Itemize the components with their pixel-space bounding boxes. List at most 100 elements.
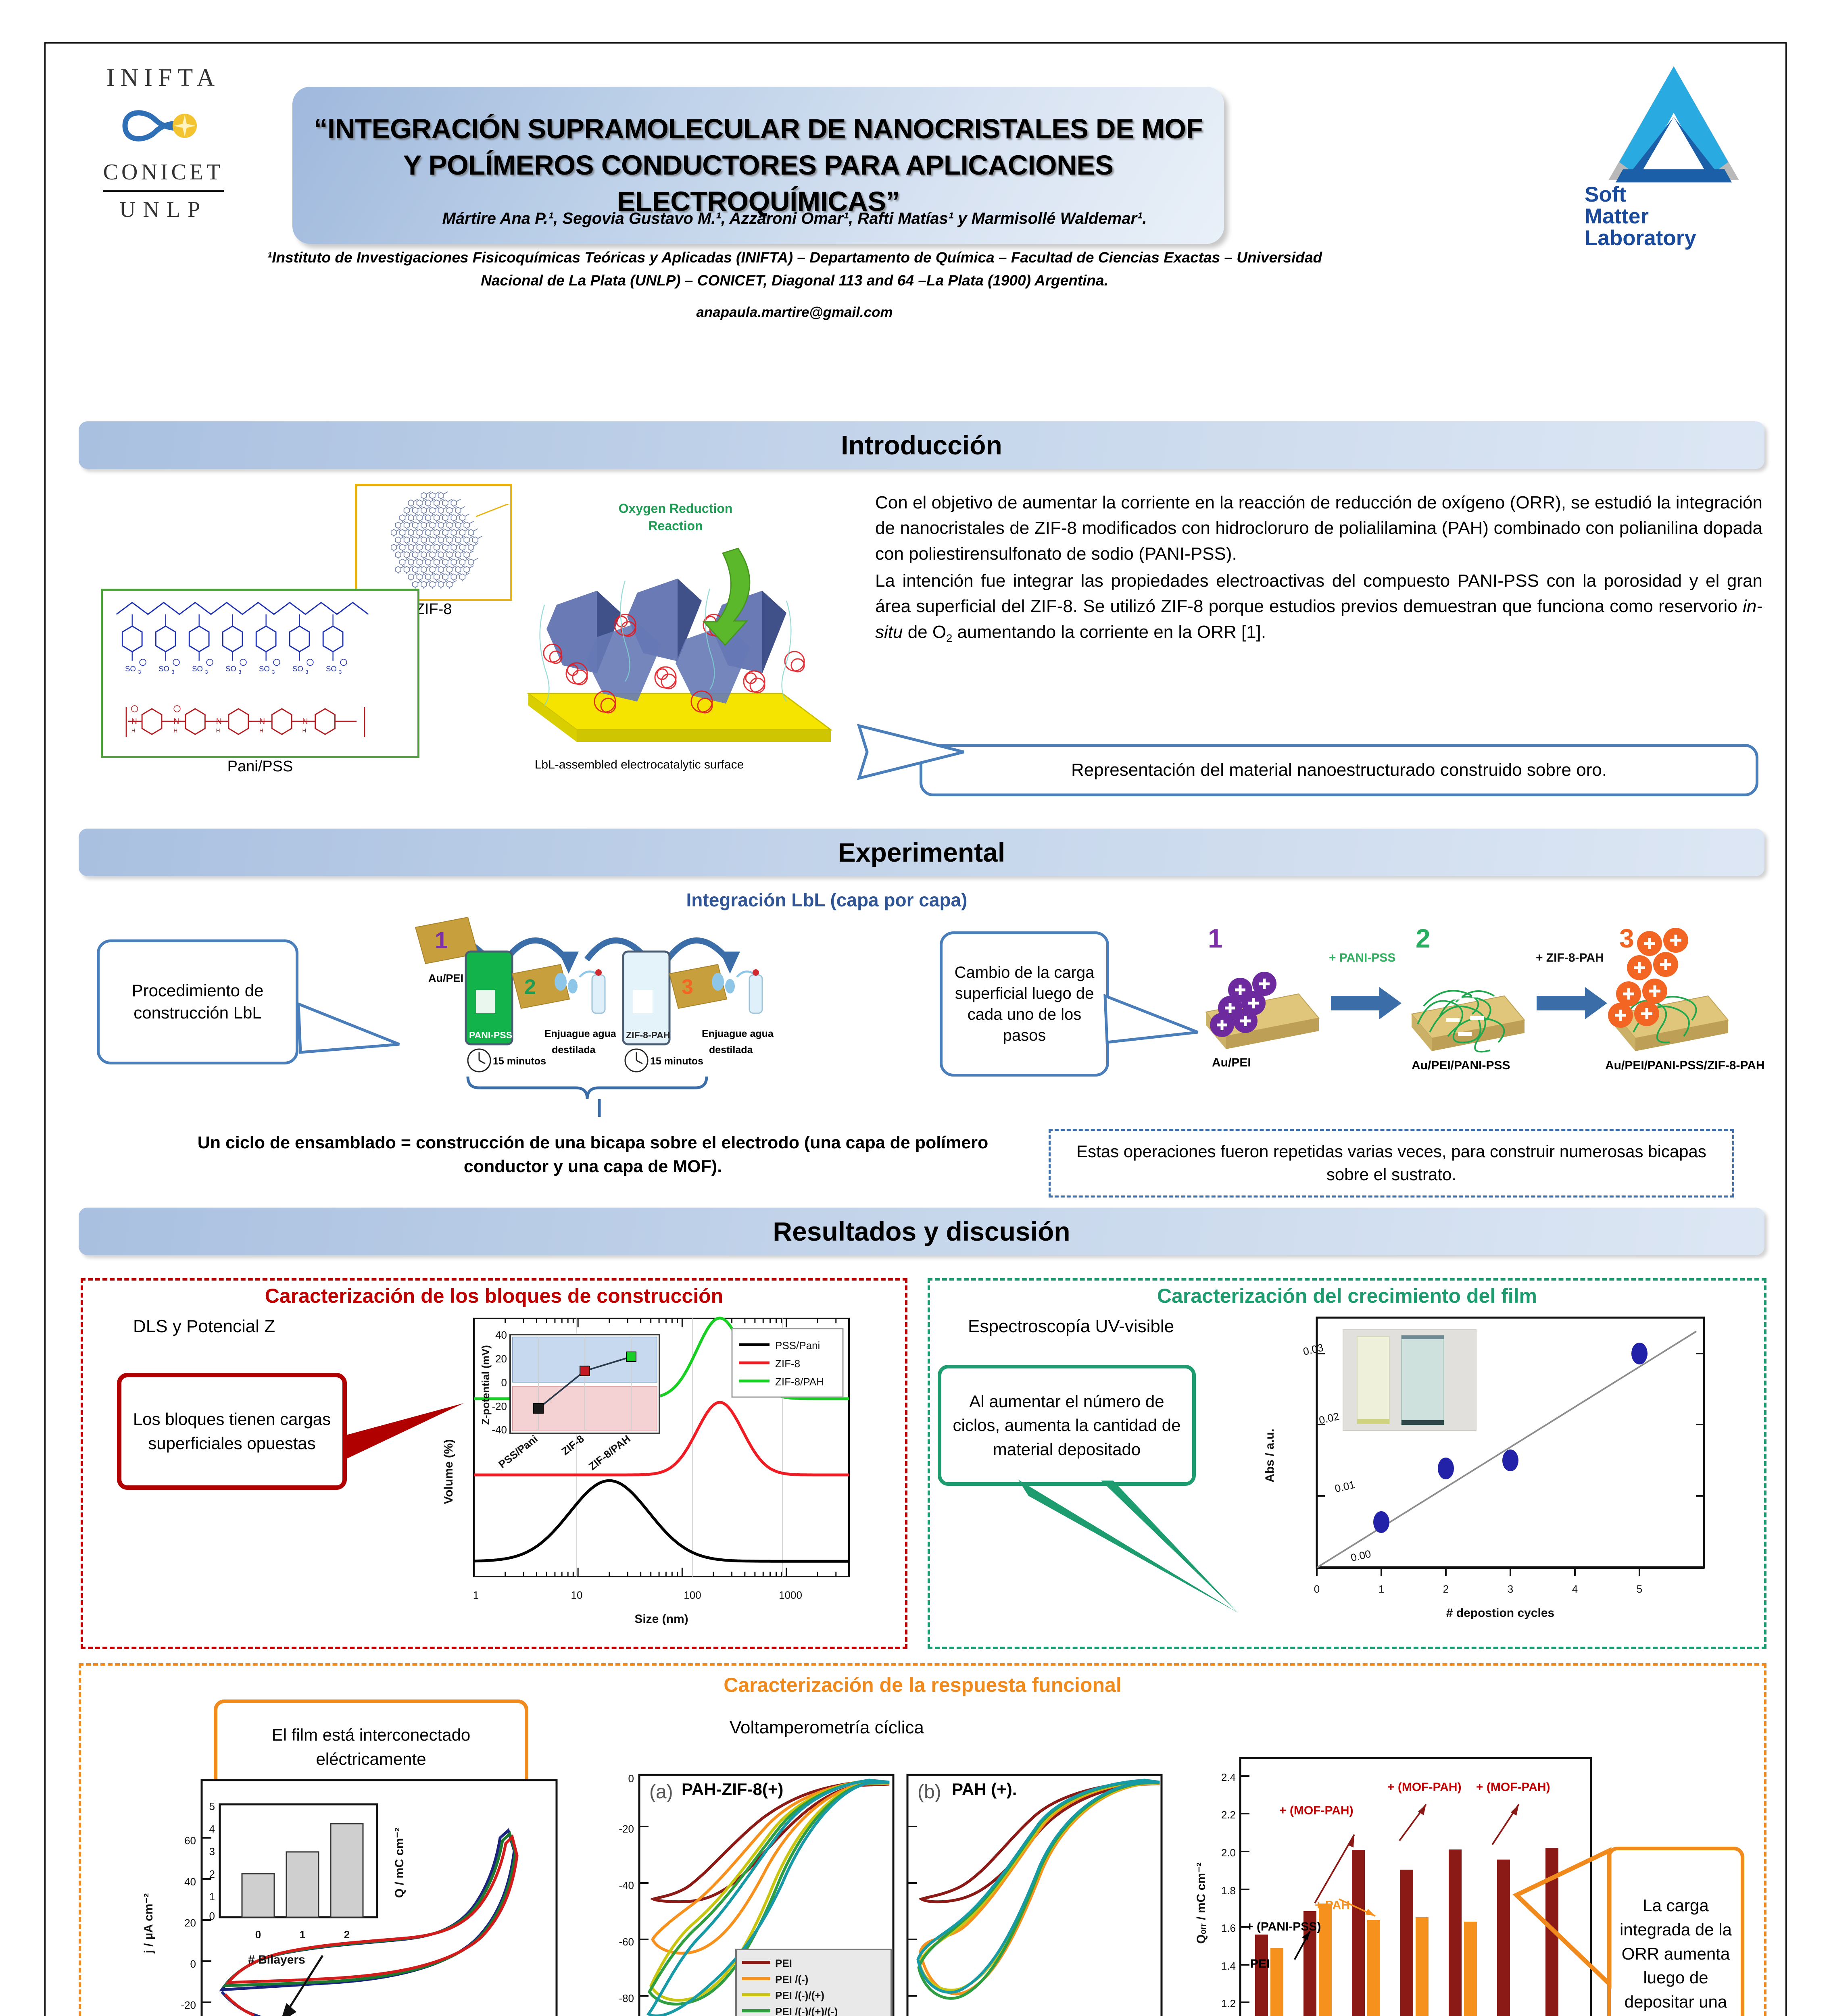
callout-ciclos: Al aumentar el número de ciclos, aumenta… [938,1365,1196,1486]
svg-text:1: 1 [435,927,448,954]
orr-legend-1: PEI /(-) [775,1973,808,1985]
cv-ylabel: j / µA cm⁻² [142,1893,155,1954]
section-title-experimental: Experimental [838,837,1005,867]
results-box-film-growth [928,1278,1766,1649]
section-header-experimental: Experimental [79,829,1764,876]
callout-bloques-cargas: Los bloques tienen cargas superficiales … [117,1373,347,1490]
label-uv-visible: Espectroscopía UV-visible [968,1316,1174,1336]
contact-email: anapaula.martire@gmail.com [696,304,893,320]
intro-p2-b: de O [903,622,947,642]
soft-matter-laboratory-logo: Soft Matter Laboratory [1583,60,1764,262]
callout-procedimiento: Procedimiento de construcción LbL [97,939,298,1064]
svg-text:SO: SO [259,664,270,673]
affiliation-text: ¹Instituto de Investigaciones Fisicoquím… [267,249,1322,289]
svg-text:3: 3 [339,669,342,675]
svg-text:-20: -20 [492,1400,507,1412]
poster-title-box: “INTEGRACIÓN SUPRAMOLECULAR DE NANOCRIST… [292,87,1224,244]
qorr-ytick-24: 2.4 [1221,1771,1236,1783]
orr-legend-2: PEI /(-)/(+) [775,1989,824,2001]
callout-carga-orr-pointer [1512,1847,1612,1989]
orr-ytick-m80: -80 [619,1992,634,2004]
svg-text:-40: -40 [492,1424,507,1436]
section-title-resultados: Resultados y discusión [773,1216,1070,1246]
svg-text:PANI-PSS: PANI-PSS [469,1030,512,1040]
orr-ytick-m40: -40 [619,1879,634,1891]
logo-conicet-text: CONICET [103,160,224,185]
svg-text:1: 1 [209,1891,215,1903]
panipss-structure-panel: SO SO SO SO SO SO SO 3 3 3 3 3 3 3 N N N [101,589,419,758]
zif8-structure-panel [355,484,512,601]
uv-photo-inset [1343,1329,1477,1431]
orr-ytick-m20: -20 [619,1823,634,1835]
inifta-conicet-unlp-logo: INIFTA CONICET UNLP [58,56,268,230]
svg-text:N: N [259,717,265,726]
bilayers-xtick-2: 2 [344,1929,350,1941]
label-voltamperometria: Voltamperometría cíclica [730,1718,924,1737]
svg-text:SO: SO [292,664,303,673]
callout-procedimiento-text: Procedimiento de construcción LbL [131,981,264,1022]
section-header-resultados: Resultados y discusión [79,1208,1764,1255]
svg-text:Au/PEI: Au/PEI [1212,1056,1251,1069]
svg-text:+ PANI-PSS: + PANI-PSS [1329,951,1395,964]
intro-paragraph-1: Con el objetivo de aumentar la corriente… [875,493,1762,564]
zif8-lattice-icon [390,491,483,589]
svg-text:destilada: destilada [552,1044,596,1056]
svg-text:Au/PEI: Au/PEI [428,972,463,984]
svg-text:3: 3 [682,975,693,999]
logo-inifta-text: INIFTA [106,64,221,92]
dls-ylabel: Volume (%) [442,1439,455,1504]
svg-text:SO: SO [125,664,136,673]
intro-p2-subscript: 2 [946,631,953,644]
svg-text:SO: SO [225,664,236,673]
soft-matter-line3: Laboratory [1585,226,1696,250]
svg-text:5: 5 [209,1800,215,1812]
svg-text:Au/PEI/PANI-PSS: Au/PEI/PANI-PSS [1412,1059,1510,1072]
lbl-surface-caption: LbL-assembled electrocatalytic surface [534,758,744,771]
callout-procedimiento-pointer [297,1002,400,1054]
svg-text:Au/PEI/PANI-PSS/ZIF-8-PAH: Au/PEI/PANI-PSS/ZIF-8-PAH [1605,1059,1765,1072]
svg-text:2: 2 [524,975,536,999]
results-box-functional-response [79,1663,1766,2016]
soft-matter-line2: Matter [1585,204,1649,229]
callout-carga-superficial-text: Cambio de la carga superficial luego de … [954,964,1095,1044]
dls-xtick-1: 1 [473,1589,479,1601]
orr-label: Oxygen Reduction Reaction [618,501,733,533]
panipss-chemical-structure-icon: SO SO SO SO SO SO SO 3 3 3 3 3 3 3 N N N [116,602,369,737]
svg-text:H: H [302,727,306,733]
uv-xtick-2: 2 [1443,1583,1449,1595]
chart-dls: PSS/Pani ZIF-8 ZIF-8/PAH 1 10 100 1000 S… [442,1316,850,1626]
qorr-ytick-16: 1.6 [1221,1922,1236,1934]
soft-matter-line1: Soft [1585,183,1627,206]
svg-text:20: 20 [495,1353,507,1365]
repeat-operations-text: Estas operaciones fueron repetidas varia… [1076,1142,1706,1184]
orr-panel-b-label: (b) [918,1781,941,1803]
qorr-ytick-18: 1.8 [1221,1885,1236,1897]
svg-text:+ ZIF-8-PAH: + ZIF-8-PAH [1536,951,1604,964]
section-header-introduccion: Introducción [79,421,1764,469]
penrose-triangle-icon [1601,60,1746,183]
intro-p2-italic: in-situ [875,596,1762,642]
lbl-procedure-diagram: 1 Au/PEI PANI-PSS 15 minutos 2 Enjuague … [415,916,774,1117]
soft-matter-wordmark: Soft Matter Laboratory [1583,183,1764,250]
qorr-annot-pei: PEI [1250,1957,1270,1970]
callout-carga-superficial: Cambio de la carga superficial luego de … [940,931,1109,1077]
qorr-annot-mof-3: + (MOF-PAH) [1476,1781,1550,1794]
svg-text:N: N [302,717,308,726]
svg-text:SO: SO [192,664,203,673]
svg-text:3: 3 [272,669,275,675]
svg-text:0: 0 [209,1910,215,1922]
svg-text:destilada: destilada [709,1044,753,1056]
qorr-annot-pah: + PAH [1315,1899,1350,1912]
svg-text:3: 3 [205,669,208,675]
chart-cv-bilayers: 543 210 0 1 2 # Bilayers Q / mC cm⁻² 60 … [142,1779,558,2016]
orr-legend-3: PEI /(-)/(+)/(-) [775,2006,838,2016]
dls-xtick-1000: 1000 [779,1589,802,1601]
chart-cv-orr-panels: 0 -20 -40 -60 -80 -100 J / µA cm⁻² (a) P… [619,1772,1163,2016]
qorr-annot-mof-1: + (MOF-PAH) [1279,1804,1354,1817]
results-header-functional-response: Caracterización de la respuesta funciona… [724,1674,1122,1696]
qorr-annot-panipss: + (PANI-PSS) [1246,1920,1321,1933]
intro-paragraph-2: La intención fue integrar las propiedade… [875,568,1762,646]
author-list: Mártire Ana P.¹, Segovia Gustavo M.¹, Az… [442,210,1147,227]
qorr-ytick-22: 2.2 [1221,1809,1236,1821]
poster-header: INIFTA CONICET UNLP “INTEGRACIÓN SUPRAMO… [46,44,1785,302]
